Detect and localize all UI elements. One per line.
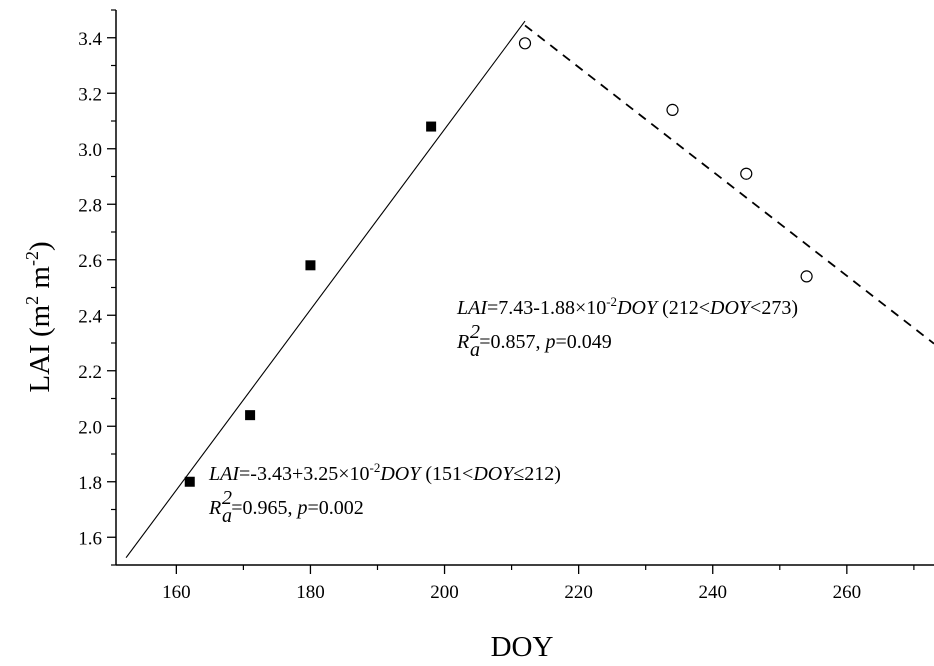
- point-filled-square: [245, 410, 256, 421]
- x-tick-label: 220: [564, 582, 593, 603]
- point-filled-square: [426, 121, 437, 132]
- eq1-exp: -2: [370, 460, 381, 475]
- y-tick-label: 2.0: [78, 417, 102, 438]
- y-title-mid: m: [24, 266, 56, 296]
- y-tick-label: 3.4: [78, 29, 102, 50]
- point-open-circle: [740, 167, 753, 180]
- eq2-p-val: =0.049: [556, 331, 612, 353]
- eq1-stats: =0.965,: [231, 497, 297, 519]
- equation-2-line-2: R =0.857, p=0.049 2 a: [456, 321, 612, 361]
- equation-2-line-1: LAI=7.43-1.88×10-2DOY (212<DOY<273): [456, 294, 798, 319]
- point-open-circle: [666, 103, 679, 117]
- eq2-r: R: [456, 331, 469, 353]
- eq2-p: p: [544, 331, 556, 353]
- eq1-range-close: ≤212): [513, 463, 561, 485]
- y-title-end: ): [24, 241, 56, 251]
- eq1-range-doy: DOY: [472, 463, 515, 485]
- eq1-p: p: [296, 497, 308, 519]
- eq1-range-open: (151<: [420, 463, 473, 485]
- x-tick-label: 200: [430, 582, 459, 603]
- equation-1-line-1: LAI=-3.43+3.25×10-2DOY (151<DOY≤212): [208, 460, 561, 485]
- eq2-r-sup: 2: [470, 321, 480, 343]
- eq2-lai: LAI: [456, 297, 488, 319]
- eq1-r: R: [208, 497, 221, 519]
- point-filled-square: [305, 260, 316, 271]
- eq1-lai: LAI: [208, 463, 240, 485]
- fit-lines: [125, 20, 934, 559]
- y-tick-label: 3.2: [78, 84, 102, 105]
- y-axis-title: LAI (m2 m-2): [22, 241, 56, 392]
- y-tick-label: 2.8: [78, 195, 102, 216]
- y-tick-label: 2.6: [78, 251, 102, 272]
- eq1-p-val: =0.002: [308, 497, 364, 519]
- y-title-sup2: -2: [22, 251, 42, 266]
- y-tick-label: 3.0: [78, 140, 102, 161]
- y-tick-label: 2.4: [78, 306, 102, 327]
- x-tick-label: 240: [698, 582, 727, 603]
- eq2-range-doy: DOY: [709, 297, 752, 319]
- eq1-formula: =-3.43+3.25×10: [239, 463, 370, 485]
- point-filled-square: [184, 476, 195, 487]
- fit-line-growth: [125, 20, 526, 559]
- y-tick-label: 2.2: [78, 362, 102, 383]
- eq2-range-close: <273): [750, 297, 798, 319]
- eq1-r-sup: 2: [222, 487, 232, 509]
- svg-text:R=0.965, p=0.002: R =0.965, p=0.002: [208, 497, 364, 519]
- eq1-doy: DOY: [379, 463, 422, 485]
- eq2-formula: =7.43-1.88×10: [487, 297, 606, 319]
- x-tick-label: 160: [162, 582, 191, 603]
- point-open-circle: [518, 37, 532, 50]
- eq2-exp: -2: [606, 294, 617, 309]
- y-title-sup1: 2: [22, 296, 42, 305]
- ticks-layer: 160 180 200 220 240 260 1.6 1.8 2.0 2.2 2.4 2.6 2.8 3…: [78, 9, 915, 603]
- point-open-circle: [800, 270, 813, 283]
- eq2-doy: DOY: [616, 297, 659, 319]
- x-tick-label: 180: [296, 582, 325, 603]
- data-points: [184, 37, 813, 487]
- svg-text:R=0.857, p=0.049: R =0.857, p=0.049: [456, 331, 612, 353]
- x-tick-label: 260: [833, 582, 862, 603]
- fit-line-decline: [524, 24, 934, 345]
- y-title-main: LAI (m: [24, 304, 56, 392]
- eq2-range-open: (212<: [657, 297, 710, 319]
- eq2-stats: =0.857,: [479, 331, 545, 353]
- eq1-r-sub: a: [222, 505, 232, 527]
- equation-1-line-2: R =0.965, p=0.002 2 a: [208, 487, 364, 527]
- y-tick-label: 1.6: [78, 528, 102, 549]
- x-axis-title: DOY: [491, 631, 554, 663]
- eq2-r-sub: a: [470, 339, 480, 361]
- y-tick-label: 1.8: [78, 473, 102, 494]
